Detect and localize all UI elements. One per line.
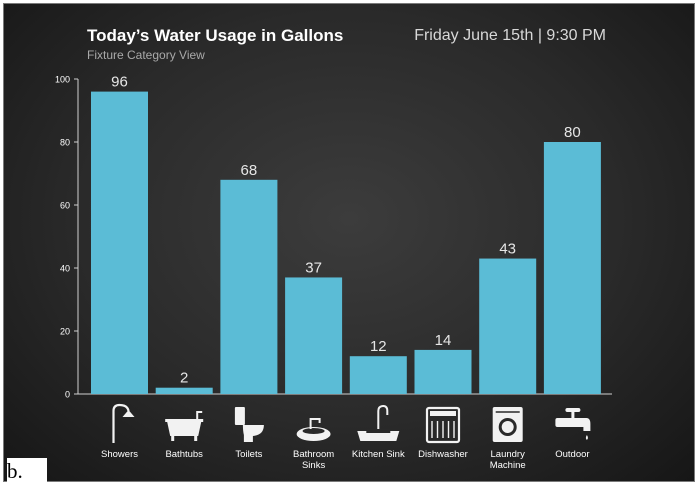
toilet-bowl [242,425,264,442]
sink-faucet [309,418,321,429]
bar-kitchen-sink [349,356,407,394]
value-label-dishwasher: 14 [435,332,452,349]
bar-toilets [220,179,278,394]
bar-outdoor [543,142,601,394]
bar-bathroom-sinks [285,277,343,394]
dishwasher-panel [430,411,456,416]
tub-leg-left [171,436,175,441]
faucet-handle [565,408,581,412]
shower-pipe [112,403,130,443]
chart-subtitle: Fixture Category View [87,48,205,62]
shower-head [122,410,135,417]
value-label-kitchen-sink: 12 [370,338,387,355]
category-label-toilets: Toilets [235,449,262,460]
dishwasher-icon [425,406,461,444]
toilet-icon [234,407,264,442]
category-label-laundry-machine: Machine [490,460,526,471]
faucet-drop [585,435,588,440]
tub-leg-right [194,436,198,441]
category-label-outdoor: Outdoor [555,449,589,460]
kitchen-sink-icon [357,404,400,441]
shower-icon [112,403,135,443]
washing-machine-icon [492,407,523,442]
value-label-laundry-machine: 43 [499,241,516,258]
dishwasher-body [425,406,461,444]
faucet-pipe [555,418,580,427]
y-tick-label-80: 80 [60,138,70,148]
tub-faucet [196,411,203,419]
value-label-bathtubs: 2 [180,370,188,387]
category-label-bathroom-sinks: Sinks [302,460,325,471]
faucet-stem [571,411,575,418]
toilet-tank [234,407,245,425]
bathtub-icon [165,411,204,441]
outdoor-faucet-icon [555,408,591,440]
category-label-bathroom-sinks: Bathroom [293,449,334,460]
y-tick-label-60: 60 [60,201,70,211]
timestamp: Friday June 15th | 9:30 PM [414,27,606,44]
bar-showers [91,91,148,394]
category-label-bathtubs: Bathtubs [165,449,203,460]
y-tick-label-20: 20 [60,327,70,337]
kitchen-faucet [377,404,389,429]
bar-bathtubs [155,387,213,394]
value-label-bathroom-sinks: 37 [305,259,322,276]
figure-label: b. [7,458,47,484]
tub-rim [165,419,204,422]
chart-title: Today’s Water Usage in Gallons [87,26,344,45]
y-tick-label-100: 100 [55,75,70,85]
value-label-outdoor: 80 [564,124,581,141]
category-label-showers: Showers [101,449,138,460]
category-label-kitchen-sink: Kitchen Sink [352,449,405,460]
kitchen-counter [357,431,400,441]
value-label-showers: 96 [111,74,128,91]
category-label-dishwasher: Dishwasher [418,449,468,460]
washer-drum [501,421,514,433]
faucet-spout [574,418,591,431]
bar-laundry-machine [479,258,537,394]
sink-icon [296,418,331,441]
value-label-toilets: 68 [241,162,258,179]
y-tick-label-0: 0 [65,390,70,400]
y-tick-label-40: 40 [60,264,70,274]
bar-dishwasher [414,349,472,394]
kitchen-basin [366,429,391,433]
category-label-laundry-machine: Laundry [491,449,526,460]
sink-bowl [302,428,325,434]
tub-body [167,422,202,436]
